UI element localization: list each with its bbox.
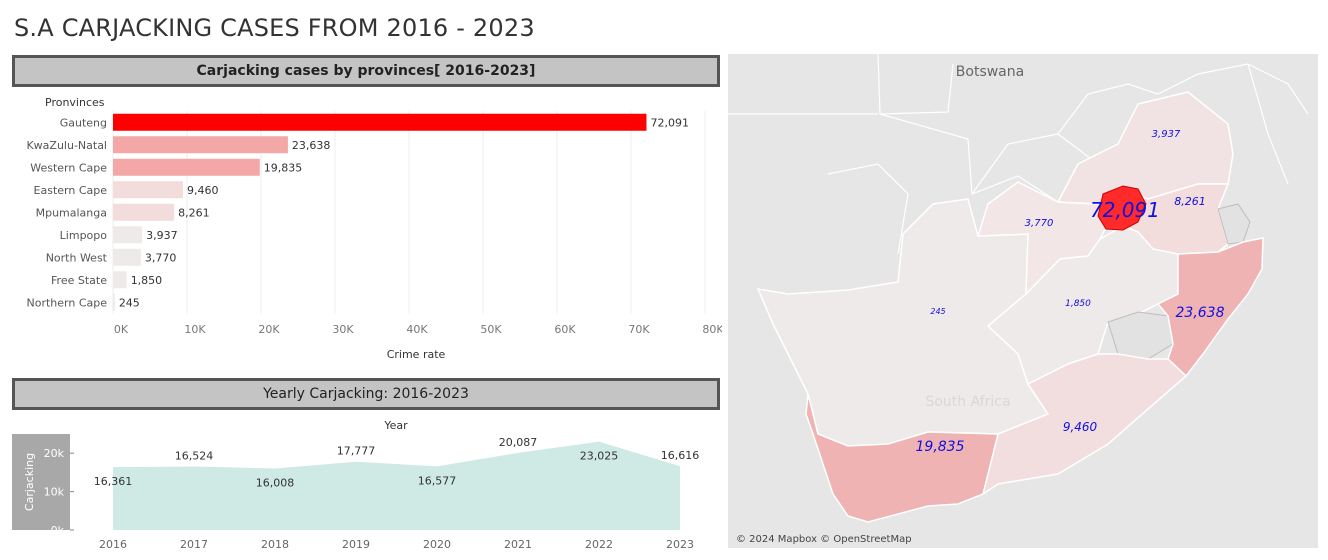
area-x-tick-label: 2016 — [99, 538, 127, 551]
bar-x-tick-label: 10K — [184, 323, 206, 336]
bar-row-header: Pronvinces — [45, 96, 105, 109]
map-region-value-label: 3,937 — [1152, 129, 1181, 140]
area-value-label: 16,616 — [661, 449, 700, 462]
bar — [113, 271, 127, 289]
south-africa-label: South Africa — [925, 394, 1010, 410]
bar-value-label: 9,460 — [187, 184, 219, 197]
region-kwazulu-natal[interactable] — [1156, 237, 1264, 378]
bar — [113, 226, 143, 244]
area-y-tick-label: 10k — [44, 486, 65, 499]
map-region-value-label: 72,091 — [1090, 198, 1160, 222]
bar-value-label: 19,835 — [264, 161, 303, 174]
bar-category-label: North West — [46, 251, 108, 264]
bar — [113, 158, 260, 176]
bar-x-tick-label: 30K — [332, 323, 354, 336]
bar-value-label: 23,638 — [292, 139, 331, 152]
bar — [113, 181, 184, 199]
area-value-label: 16,361 — [94, 475, 133, 488]
area-x-tick-label: 2019 — [342, 538, 370, 551]
bar-x-tick-label: 0K — [114, 323, 129, 336]
area-x-tick-label: 2020 — [423, 538, 451, 551]
bar-value-label: 8,261 — [178, 206, 210, 219]
bar-category-label: Northern Cape — [26, 296, 107, 309]
area-x-tick-label: 2022 — [585, 538, 613, 551]
area-x-tick-label: 2021 — [504, 538, 532, 551]
bar-x-tick-label: 50K — [480, 323, 502, 336]
area-value-label: 16,577 — [418, 474, 457, 487]
bar-category-label: Eastern Cape — [34, 184, 108, 197]
bar-chart-header: Carjacking cases by provinces[ 2016-2023… — [12, 55, 720, 87]
bar-x-tick-label: 80K — [702, 323, 722, 336]
area-x-tick-label: 2018 — [261, 538, 289, 551]
area-value-label: 16,524 — [175, 450, 214, 463]
map-region-value-label: 19,835 — [916, 439, 965, 455]
bar — [113, 203, 175, 221]
map-region-value-label: 23,638 — [1176, 305, 1225, 321]
area-y-axis-label: Carjacking — [23, 453, 36, 511]
yearly-area-chart: Year Carjacking 0k 10k 20k 16,361 16,524 16,… — [12, 419, 700, 551]
bar-category-label: Free State — [51, 274, 107, 287]
bar-x-axis-label: Crime rate — [387, 348, 446, 361]
bar-category-label: KwaZulu-Natal — [26, 139, 107, 152]
bar-category-label: Mpumalanga — [36, 206, 107, 219]
area-value-label: 20,087 — [499, 436, 538, 449]
y-axis-panel — [12, 434, 70, 530]
bar-x-tick-label: 70K — [628, 323, 650, 336]
area-x-tick-label: 2017 — [180, 538, 208, 551]
bar-x-tick-label: 20K — [258, 323, 280, 336]
bar — [113, 113, 647, 131]
page-title: S.A CARJACKING CASES FROM 2016 - 2023 — [14, 14, 535, 42]
year-top-label: Year — [383, 419, 408, 432]
map-region-value-label: 9,460 — [1063, 420, 1098, 434]
bar-value-label: 72,091 — [650, 116, 689, 129]
province-map[interactable]: Botswana South Africa 72,091 23,638 19,835… — [728, 53, 1318, 552]
bar-value-label: 3,770 — [145, 251, 177, 264]
map-region-value-label: 1,850 — [1065, 299, 1091, 309]
bar-x-tick-label: 40K — [406, 323, 428, 336]
bar-category-label: Gauteng — [60, 116, 107, 129]
area-y-tick-label: 20k — [44, 447, 65, 460]
bar — [113, 293, 115, 311]
bar-value-label: 3,937 — [146, 229, 178, 242]
area-series — [113, 441, 680, 530]
province-bar-chart: Pronvinces Gauteng 72,091 KwaZulu-Natal 23,… — [26, 96, 722, 361]
area-x-tick-label: 2023 — [666, 538, 694, 551]
map-attribution: © 2024 Mapbox © OpenStreetMap — [736, 534, 912, 545]
area-value-label: 17,777 — [337, 445, 376, 458]
region-western-cape[interactable] — [805, 393, 999, 523]
bar — [113, 248, 141, 266]
area-value-label: 23,025 — [580, 450, 619, 463]
map-region-value-label: 8,261 — [1174, 195, 1206, 208]
bar-category-label: Limpopo — [60, 229, 108, 242]
area-y-tick-label: 0k — [51, 524, 65, 537]
region-gauteng[interactable] — [1097, 185, 1147, 231]
botswana-label: Botswana — [956, 64, 1024, 80]
bar-value-label: 1,850 — [131, 274, 163, 287]
bar-x-tick-label: 60K — [554, 323, 576, 336]
bar — [113, 136, 288, 154]
bar-value-label: 245 — [119, 296, 140, 309]
map-region-value-label: 245 — [930, 307, 945, 316]
map-region-value-label: 3,770 — [1025, 218, 1054, 229]
year-chart-header: Yearly Carjacking: 2016-2023 — [12, 378, 720, 410]
eswatini-outline — [1217, 203, 1251, 245]
area-value-label: 16,008 — [256, 477, 295, 490]
bar-category-label: Western Cape — [30, 161, 107, 174]
